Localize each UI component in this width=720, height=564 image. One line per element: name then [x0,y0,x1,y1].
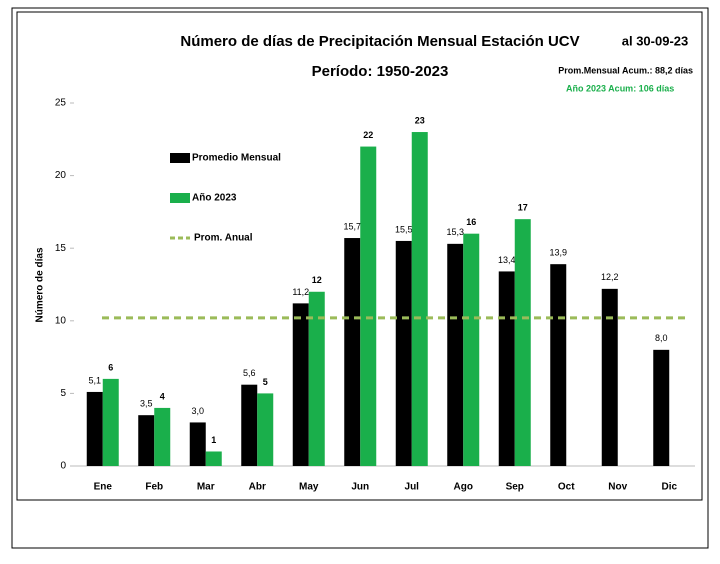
x-tick-label: Nov [608,482,627,493]
date-note: al 30-09-23 [622,33,689,48]
bar [189,422,206,466]
bar [102,378,119,466]
y-tick-label: 25 [55,98,67,109]
data-label: 12,2 [601,272,619,282]
data-label: 16 [466,217,476,227]
x-tick-label: Ene [94,482,113,493]
bar [653,349,670,466]
legend-label: Promedio Mensual [192,153,281,164]
data-label: 13,9 [549,248,567,258]
x-tick-label: Mar [197,482,215,493]
annotation: Año 2023 Acum: 106 días [566,83,674,93]
bar [550,264,567,466]
y-tick-label: 10 [55,315,67,326]
bar [154,407,171,466]
data-label: 15,5 [395,224,413,234]
bar [292,303,309,466]
data-label: 13,4 [498,255,516,265]
y-tick-label: 0 [60,461,66,472]
y-axis-label: Número de días [35,247,46,322]
data-label: 6 [108,362,113,372]
data-label: 5,1 [88,375,101,385]
bar [308,291,325,466]
data-label: 4 [160,391,165,401]
bar [395,240,412,466]
legend-swatch [170,193,190,203]
legend-label: Año 2023 [192,193,237,204]
bar [241,384,258,466]
bar [138,415,155,466]
data-label: 3,0 [191,406,204,416]
x-tick-label: Jun [351,482,369,493]
chart-subtitle: Período: 1950-2023 [312,63,449,80]
legend-label: Prom. Anual [194,233,253,244]
data-label: 23 [415,115,425,125]
data-label: 8,0 [655,333,668,343]
bar [344,238,361,466]
bar [86,391,103,466]
bar [514,219,531,466]
data-label: 1 [211,435,216,445]
bar [257,393,274,466]
data-label: 17 [518,203,528,213]
bar [205,451,222,466]
x-tick-label: Feb [145,482,163,493]
bar [360,146,377,466]
data-label: 15,7 [343,221,361,231]
y-tick-label: 15 [55,243,67,254]
data-label: 5 [263,377,268,387]
data-label: 15,3 [446,227,464,237]
bar [601,288,618,466]
x-tick-label: Sep [506,482,524,493]
bar [498,271,515,466]
y-tick-label: 5 [60,388,66,399]
chart-title: Número de días de Precipitación Mensual … [180,33,579,50]
data-label: 12 [312,275,322,285]
x-tick-label: May [299,482,319,493]
bar [463,233,480,466]
data-label: 5,6 [243,368,256,378]
x-tick-label: Dic [661,482,677,493]
data-label: 22 [363,130,373,140]
bar [411,132,428,467]
data-label: 11,2 [292,287,309,297]
x-tick-label: Abr [249,482,266,493]
legend-swatch [170,153,190,163]
x-tick-label: Jul [405,482,420,493]
y-tick-label: 20 [55,170,67,181]
annotation: Prom.Mensual Acum.: 88,2 días [558,65,693,75]
bar [447,243,464,466]
x-tick-label: Ago [454,482,473,493]
data-label: 3,5 [140,399,153,409]
x-tick-label: Oct [558,482,575,493]
